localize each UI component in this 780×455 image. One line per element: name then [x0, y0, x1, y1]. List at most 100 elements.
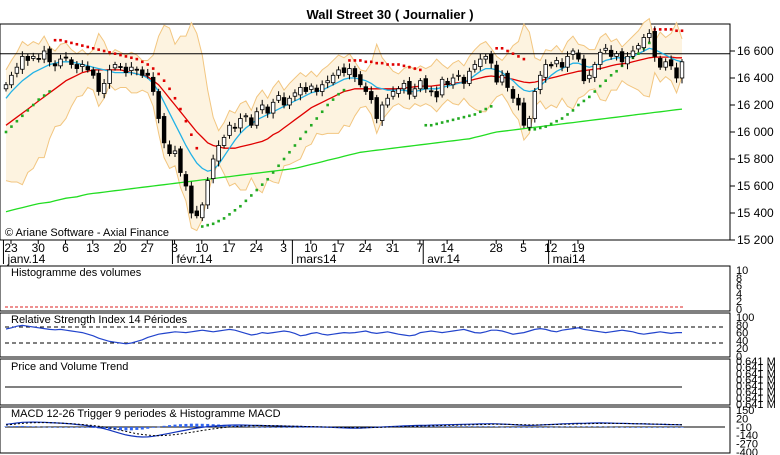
- candle-body: [407, 80, 412, 95]
- candle-body: [156, 91, 161, 119]
- candle-body: [581, 58, 587, 82]
- macd-hist-bar: [151, 427, 155, 428]
- candle-body: [527, 118, 532, 128]
- watermark: © Ariane Software - Axial Finance: [5, 227, 169, 239]
- price-tick-label: 16 400: [737, 71, 774, 85]
- axis-tick-label: 0: [736, 351, 742, 363]
- macd-hist-bar: [287, 427, 291, 428]
- sar-point: [588, 95, 591, 99]
- sar-point: [108, 51, 111, 54]
- macd-hist-bar: [456, 426, 460, 427]
- pvt-panel: Price and Volume Trend 0.641 M0.641 M0.6…: [0, 356, 776, 411]
- ma-150-polyline: [5, 108, 683, 213]
- macd-hist-bar: [615, 426, 619, 428]
- candle-body: [570, 50, 576, 55]
- sar-point: [157, 72, 160, 76]
- candle-body: [521, 102, 527, 126]
- candle-body: [69, 59, 74, 65]
- axis-tick-label: -140: [736, 430, 758, 442]
- price-panel: © Ariane Software - Axial Finance 15 200…: [0, 17, 774, 247]
- macd-hist-bar: [402, 426, 406, 427]
- macd-hist-bar: [631, 427, 635, 428]
- candle-body: [434, 91, 439, 98]
- sar-point: [130, 56, 133, 60]
- axis-tick-label: 0.641 M: [736, 393, 776, 405]
- sar-point: [435, 122, 438, 126]
- candle-body: [587, 74, 592, 80]
- sar-point: [244, 199, 248, 203]
- sar-point: [59, 38, 62, 42]
- price-tick-label: 15 200: [737, 233, 774, 247]
- macd-hist-bar: [206, 423, 210, 427]
- sar-point: [364, 60, 368, 64]
- macd-hist-bar: [260, 427, 264, 428]
- candle-body: [374, 97, 379, 119]
- macd-hist-bar: [418, 426, 422, 427]
- macd-hist-bar: [129, 427, 133, 431]
- macd-hist-bar: [298, 427, 302, 428]
- macd-hist-bar: [495, 426, 499, 428]
- candle-body: [341, 67, 347, 73]
- rsi-title: Relative Strength Index 14 Périodes: [11, 314, 188, 326]
- candle-body: [352, 68, 358, 78]
- sar-point: [353, 59, 357, 62]
- price-tick-label: 16 600: [737, 44, 774, 58]
- axis-tick-label: 20: [736, 413, 748, 425]
- sar-point: [440, 121, 444, 124]
- sar-point: [549, 122, 553, 126]
- candle-body: [548, 64, 554, 67]
- macd-hist-bar: [249, 426, 253, 428]
- macd-hist-bar: [59, 427, 63, 428]
- sar-point: [26, 109, 30, 112]
- candle-body: [679, 61, 685, 79]
- candle-body: [210, 158, 216, 179]
- candle-body: [129, 66, 134, 71]
- macd-hist-bar: [658, 427, 662, 428]
- bollinger-lower: [5, 71, 683, 232]
- sar-point: [604, 79, 607, 82]
- candle-body: [494, 64, 499, 83]
- candle-body: [467, 70, 472, 84]
- candle-body: [396, 88, 401, 94]
- macd-hist-bar: [304, 427, 308, 428]
- sar-point: [277, 164, 280, 168]
- sar-point: [446, 119, 449, 123]
- sar-point: [500, 47, 504, 50]
- sar-point: [555, 119, 558, 123]
- candle-body: [461, 76, 467, 84]
- candle-body: [641, 37, 647, 49]
- sar-point: [135, 57, 139, 61]
- sar-point: [124, 55, 128, 58]
- macd-hist-bar: [75, 427, 79, 428]
- sar-point: [113, 52, 117, 55]
- sar-point: [119, 53, 122, 57]
- sar-point: [179, 107, 182, 111]
- candle-body: [249, 117, 254, 126]
- sar-point: [75, 42, 79, 46]
- date-tick-label: 10: [304, 241, 318, 255]
- sar-point: [424, 123, 428, 127]
- sar-point: [462, 115, 466, 119]
- sar-point: [211, 222, 215, 226]
- sar-point: [566, 113, 569, 116]
- macd-hist-bar: [625, 427, 629, 428]
- macd-hist-bar: [244, 426, 248, 427]
- date-tick-label: 7: [417, 241, 424, 255]
- sar-point: [168, 87, 171, 91]
- candle-body: [412, 88, 418, 97]
- candle-body: [336, 69, 341, 76]
- axis-tick-label: 2: [736, 296, 742, 308]
- candle-body: [270, 101, 276, 114]
- macd-hist-bar: [500, 426, 504, 428]
- sar-point: [593, 90, 597, 93]
- sar-point: [146, 63, 150, 66]
- macd-hist-bar: [473, 426, 477, 427]
- sar-point: [31, 103, 35, 107]
- candle-body: [363, 86, 369, 92]
- macd-hist-bar: [642, 427, 646, 428]
- sar-point: [615, 69, 618, 73]
- axis-tick-label: 40: [736, 335, 748, 347]
- candle-body: [85, 66, 90, 71]
- sar-point: [369, 60, 373, 64]
